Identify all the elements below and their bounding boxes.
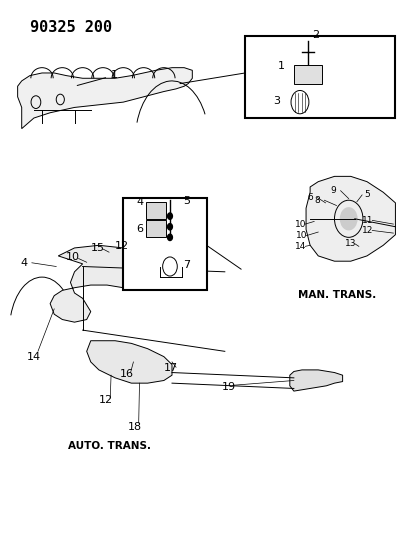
Text: 12: 12 [115,241,129,252]
Polygon shape [87,341,172,383]
Text: MAN. TRANS.: MAN. TRANS. [298,290,376,300]
Bar [294,65,322,84]
Text: 4: 4 [137,197,144,207]
Text: 10: 10 [296,231,308,240]
Polygon shape [18,68,192,128]
Text: 15: 15 [91,243,105,253]
Text: 4: 4 [20,258,27,268]
Text: 14: 14 [295,242,306,251]
Text: 14: 14 [27,352,41,361]
Bar [123,198,207,290]
Text: 5: 5 [364,190,370,199]
Text: 16: 16 [119,369,133,379]
Text: 17: 17 [164,364,178,373]
Text: 12: 12 [99,395,113,405]
Polygon shape [50,245,188,322]
Text: 12: 12 [362,226,373,235]
Circle shape [168,223,173,230]
Bar [146,202,166,219]
Bar [245,36,396,118]
Text: 19: 19 [222,382,236,392]
Text: 9: 9 [330,186,336,195]
Text: 6: 6 [137,224,144,234]
Text: 10: 10 [65,252,79,262]
Circle shape [168,213,173,219]
Text: 6: 6 [307,193,313,202]
Text: 1: 1 [77,70,118,85]
Bar [146,220,166,237]
Text: 5: 5 [183,196,190,206]
Text: 13: 13 [345,239,356,248]
Polygon shape [306,176,396,261]
Text: 90325 200: 90325 200 [30,20,112,35]
Circle shape [168,234,173,240]
Text: 8: 8 [314,196,320,205]
Text: 2: 2 [312,29,319,39]
Polygon shape [290,370,343,391]
Text: AUTO. TRANS.: AUTO. TRANS. [67,441,151,451]
Text: 1: 1 [278,61,285,71]
Text: 3: 3 [273,96,280,106]
Text: 10: 10 [295,220,307,229]
Text: 11: 11 [362,216,373,225]
Circle shape [340,207,357,230]
Text: 18: 18 [128,422,142,432]
Text: 7: 7 [183,260,191,270]
